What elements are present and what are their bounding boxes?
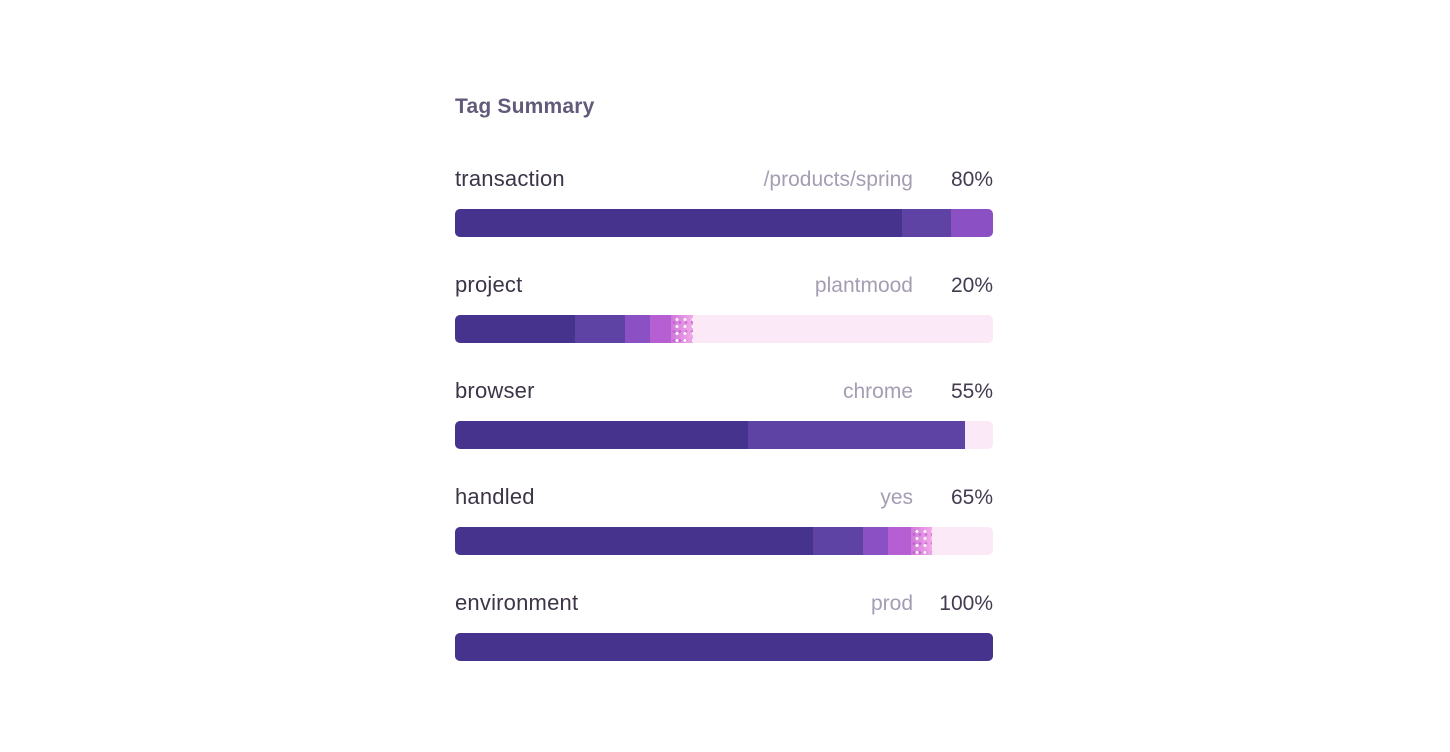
- tag-name: project: [455, 272, 523, 297]
- bar-segment-purple-500[interactable]: [862, 527, 888, 555]
- tag-top-value: prod: [870, 592, 913, 615]
- tag-distribution-bar[interactable]: [455, 315, 993, 343]
- tag-top-percent: 100%: [939, 592, 993, 615]
- tag-top-percent: 55%: [950, 380, 993, 403]
- tag-row: browser chrome 55%: [455, 378, 993, 449]
- tag-row: handled yes 65%: [455, 484, 993, 555]
- tag-top-percent: 20%: [950, 274, 993, 297]
- tag-top-value: /products/spring: [763, 168, 913, 191]
- bar-segment-stipple[interactable]: [671, 315, 693, 343]
- bar-segment-purple-500[interactable]: [951, 209, 993, 237]
- tag-distribution-bar[interactable]: [455, 527, 993, 555]
- tag-row: project plantmood 20%: [455, 272, 993, 343]
- tag-row-header: transaction /products/spring 80%: [455, 166, 993, 194]
- bar-segment-purple-700[interactable]: [902, 209, 952, 237]
- tag-name: environment: [455, 590, 579, 615]
- tag-name: transaction: [455, 166, 565, 191]
- tag-distribution-bar[interactable]: [455, 633, 993, 661]
- bar-segment-stipple[interactable]: [911, 527, 933, 555]
- tag-row-header: project plantmood 20%: [455, 272, 993, 300]
- tag-top-value: plantmood: [814, 274, 913, 297]
- bar-segment-pink-100[interactable]: [965, 421, 993, 449]
- tag-row: transaction /products/spring 80%: [455, 166, 993, 237]
- bar-segment-purple-900[interactable]: [455, 421, 749, 449]
- bar-segment-orchid-400[interactable]: [887, 527, 912, 555]
- bar-segment-pink-100[interactable]: [692, 315, 993, 343]
- tag-rows: transaction /products/spring 80% project…: [455, 166, 993, 661]
- bar-segment-purple-900[interactable]: [455, 315, 575, 343]
- tag-summary-panel: Tag Summary transaction /products/spring…: [455, 93, 993, 661]
- bar-segment-purple-900[interactable]: [455, 633, 993, 661]
- bar-segment-purple-700[interactable]: [574, 315, 625, 343]
- bar-segment-purple-700[interactable]: [812, 527, 863, 555]
- bar-segment-orchid-400[interactable]: [649, 315, 672, 343]
- tag-top-value: chrome: [842, 380, 913, 403]
- bar-segment-pink-100[interactable]: [932, 527, 993, 555]
- panel-title: Tag Summary: [455, 95, 595, 118]
- tag-row-header: browser chrome 55%: [455, 378, 993, 406]
- bar-segment-purple-500[interactable]: [625, 315, 650, 343]
- tag-row-header: environment prod 100%: [455, 590, 993, 618]
- bar-segment-purple-900[interactable]: [455, 209, 903, 237]
- tag-row: environment prod 100%: [455, 590, 993, 661]
- tag-top-percent: 65%: [950, 486, 993, 509]
- tag-top-value: yes: [880, 486, 913, 509]
- bar-segment-purple-700[interactable]: [748, 421, 966, 449]
- tag-row-header: handled yes 65%: [455, 484, 993, 512]
- tag-distribution-bar[interactable]: [455, 421, 993, 449]
- tag-name: browser: [455, 378, 535, 403]
- tag-top-percent: 80%: [950, 168, 993, 191]
- tag-distribution-bar[interactable]: [455, 209, 993, 237]
- bar-segment-purple-900[interactable]: [455, 527, 813, 555]
- tag-name: handled: [455, 484, 535, 509]
